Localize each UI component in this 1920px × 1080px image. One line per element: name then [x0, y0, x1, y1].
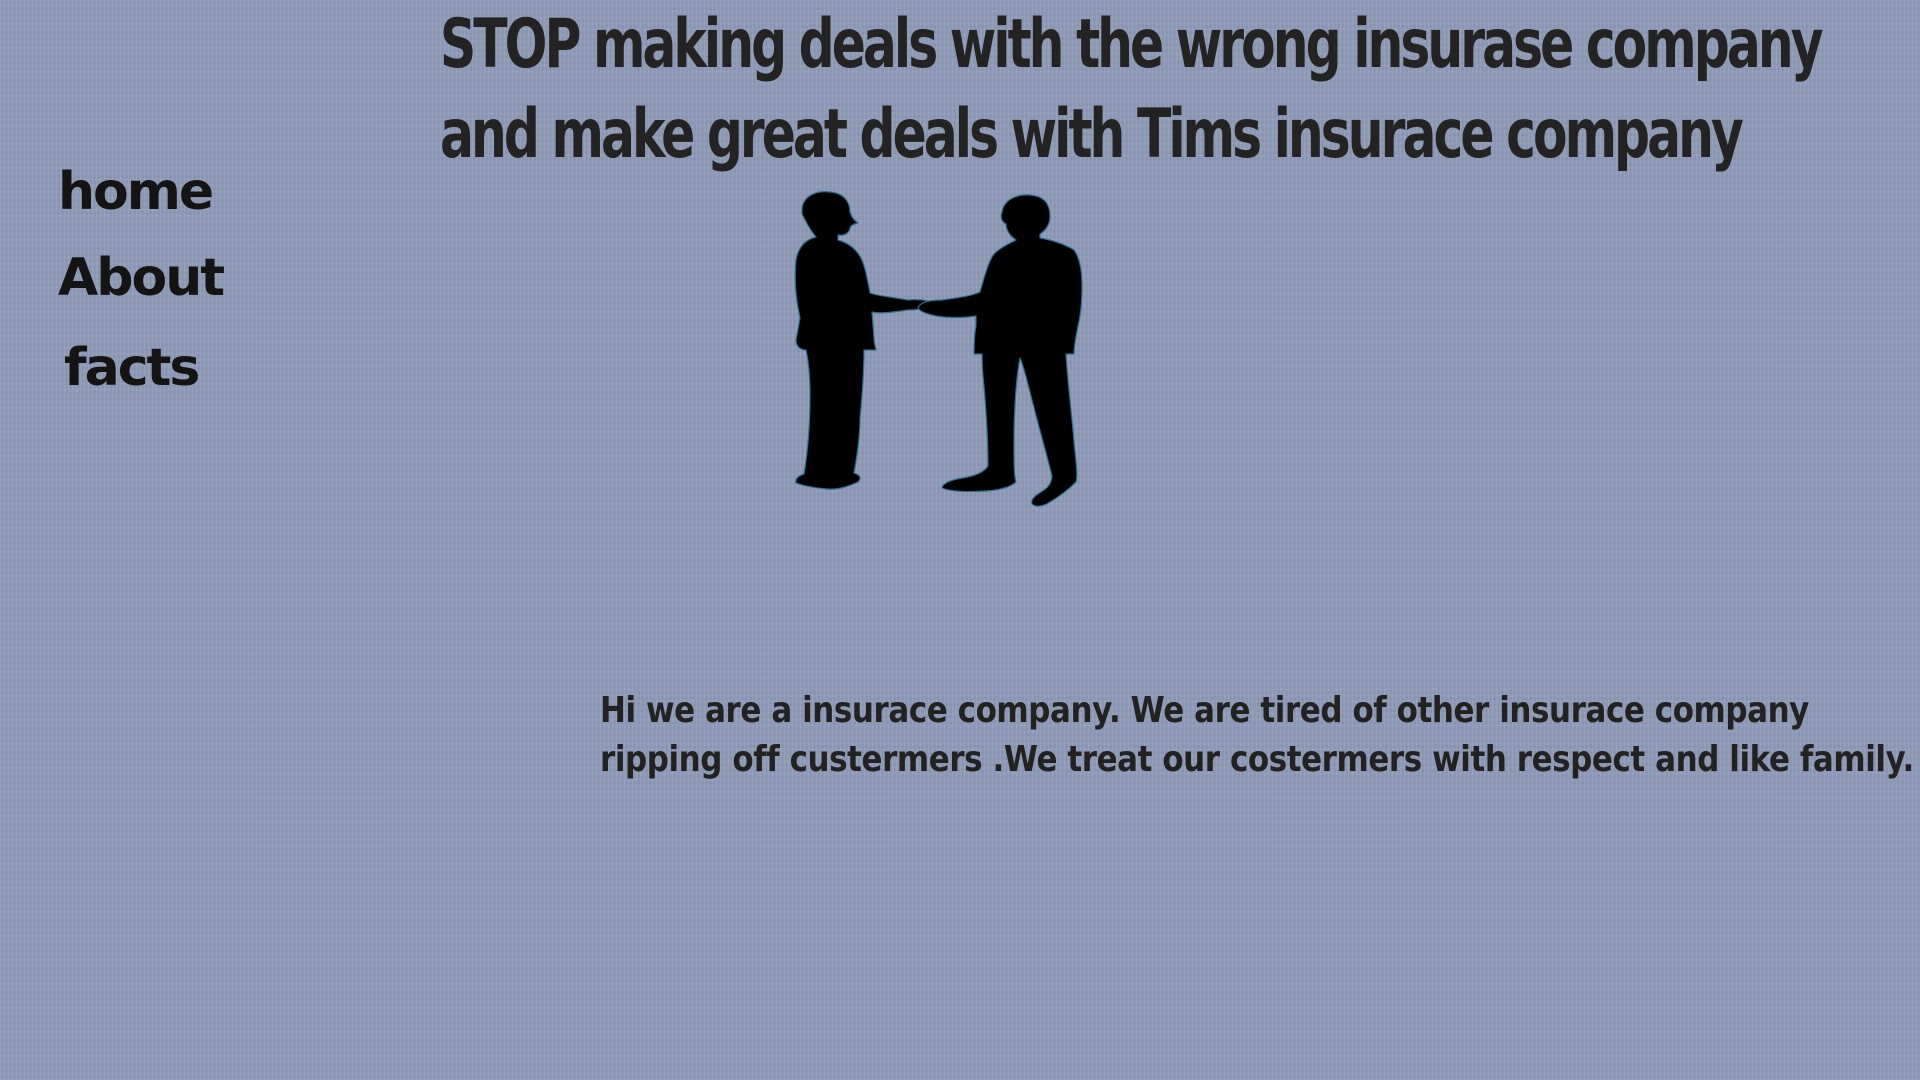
intro-line-1: Hi we are a insurace company. We are tir… [600, 690, 1809, 731]
nav-link-home[interactable]: home [58, 162, 214, 222]
left-person-silhouette [794, 191, 933, 490]
nav-link-facts[interactable]: facts [64, 338, 200, 398]
handshake-silhouette-icon [794, 191, 1083, 507]
right-person-silhouette [917, 194, 1083, 507]
page-headline: STOP making deals with the wrong insuras… [440, 0, 1840, 180]
handshake-illustration [780, 190, 1140, 600]
headline-line-1: STOP making deals with the wrong insuras… [440, 5, 1823, 84]
intro-paragraph: Hi we are a insurace company. We are tir… [600, 686, 1914, 784]
intro-line-2: ripping off custermers .We treat our cos… [600, 739, 1914, 780]
nav-link-about[interactable]: About [58, 248, 225, 308]
headline-line-2: and make great deals with Tims insurace … [440, 95, 1744, 174]
